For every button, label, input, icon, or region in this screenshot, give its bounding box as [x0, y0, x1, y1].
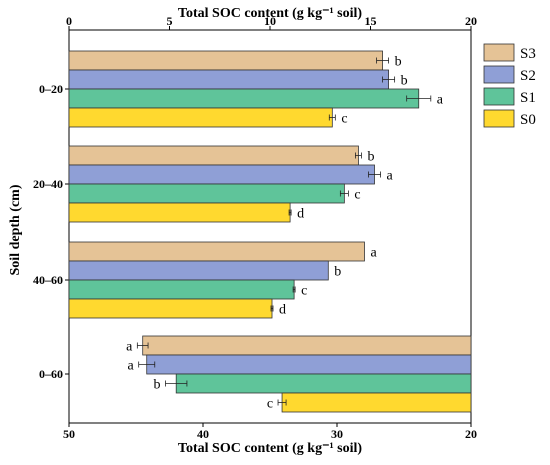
bar-s2: [68, 260, 329, 281]
significance-letter: a: [127, 359, 134, 374]
bar-s1: [68, 88, 420, 109]
legend-swatch: [483, 87, 515, 106]
bar-s2: [146, 354, 472, 375]
significance-letter: b: [153, 378, 160, 393]
bottom-tick-label: 40: [197, 427, 209, 441]
category-labels: 0–20 20–40 40–60 0–60: [33, 82, 69, 381]
significance-letter: a: [126, 340, 133, 355]
legend-label: S2: [520, 68, 536, 84]
legend-swatch: [483, 43, 515, 62]
category-label: 0–60: [39, 367, 63, 381]
top-tick-label: 10: [264, 14, 276, 28]
category-label: 40–60: [33, 273, 63, 287]
bottom-tick-label: 30: [331, 427, 343, 441]
bar-s0: [68, 202, 291, 223]
bar-s1: [175, 373, 472, 394]
top-axis: 0 5 10 15 20: [66, 14, 477, 30]
significance-letter: b: [395, 55, 402, 70]
bottom-axis-title: Total SOC content (g kg⁻¹ soil): [178, 441, 362, 456]
significance-letter: d: [279, 303, 286, 318]
significance-letter: a: [437, 93, 444, 108]
legend: S3 S2 S1 S0: [483, 43, 536, 128]
significance-letter: c: [267, 397, 273, 412]
significance-letter: a: [370, 246, 377, 261]
category-label: 20–40: [33, 177, 63, 191]
top-tick-label: 20: [465, 14, 477, 28]
bar-s0: [68, 298, 273, 319]
bar-s0: [68, 107, 333, 128]
bar-s3: [68, 50, 383, 71]
legend-label: S1: [520, 90, 536, 106]
category-label: 0–20: [39, 82, 63, 96]
bottom-axis: 50 40 30 20: [63, 423, 477, 441]
bar-s3: [142, 335, 472, 356]
significance-letter: c: [354, 188, 360, 203]
top-axis-title: Total SOC content (g kg⁻¹ soil): [178, 6, 362, 21]
top-tick-label: 0: [66, 14, 72, 28]
bar-s2: [68, 164, 375, 185]
bar-s2: [68, 69, 389, 90]
significance-letter: b: [334, 265, 341, 280]
significance-letter: b: [367, 150, 374, 165]
bar-s1: [68, 183, 345, 204]
legend-swatch: [483, 65, 515, 84]
significance-letter: c: [301, 284, 307, 299]
bar-s3: [68, 241, 365, 262]
top-tick-label: 5: [167, 14, 173, 28]
top-tick-label: 15: [365, 14, 377, 28]
significance-letter: c: [341, 112, 347, 127]
significance-letter: d: [297, 207, 304, 222]
significance-letter: a: [387, 169, 394, 184]
legend-label: S0: [520, 112, 536, 128]
bar-s1: [68, 279, 295, 300]
legend-label: S3: [520, 46, 536, 62]
bottom-tick-label: 50: [63, 427, 75, 441]
significance-letter: b: [401, 74, 408, 89]
y-axis-title: Soil depth (cm): [8, 184, 23, 275]
bottom-tick-label: 20: [465, 427, 477, 441]
legend-swatch: [483, 109, 515, 128]
bar-s3: [68, 145, 359, 166]
bar-s0: [281, 392, 472, 413]
